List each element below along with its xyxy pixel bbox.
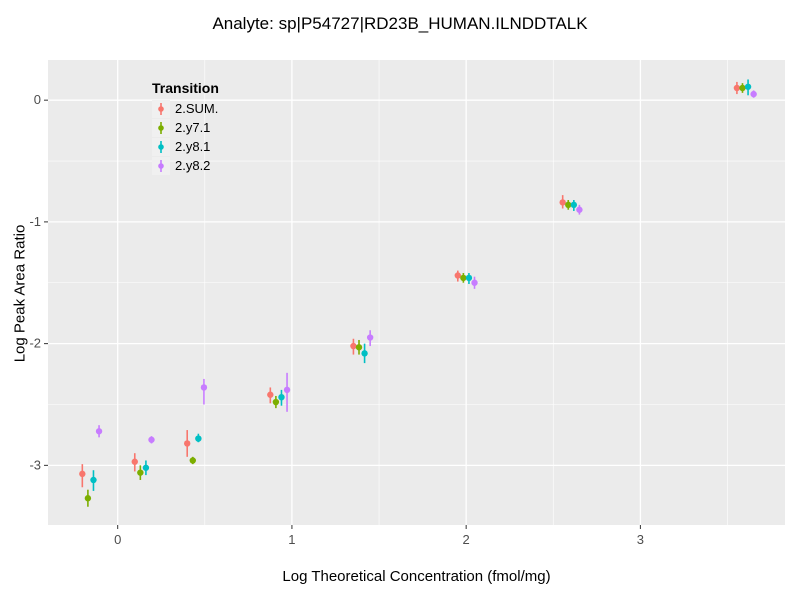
- data-point: [750, 90, 757, 98]
- data-point: [195, 435, 202, 442]
- pointrange-glyph-icon: [158, 159, 164, 172]
- data-point: [84, 495, 92, 502]
- data-point: [744, 83, 752, 90]
- data-point: [350, 342, 357, 350]
- data-point: [90, 476, 97, 484]
- data-point: [471, 279, 478, 286]
- data-point: [739, 84, 746, 92]
- data-point: [361, 350, 368, 357]
- data-point: [95, 428, 103, 435]
- data-point: [283, 386, 291, 394]
- chart-title: Analyte: sp|P54727|RD23B_HUMAN.ILNDDTALK: [212, 14, 588, 33]
- x-tick-label: 3: [637, 532, 644, 547]
- pointrange-glyph-icon: [158, 121, 164, 134]
- legend-item: 2.SUM.: [152, 99, 219, 118]
- data-point: [454, 272, 461, 279]
- pointrange-glyph-icon: [158, 102, 164, 115]
- data-point: [267, 391, 274, 398]
- x-tick-label: 0: [114, 532, 121, 547]
- pointrange-glyph-icon: [158, 140, 164, 153]
- y-tick-label: -1: [29, 214, 41, 229]
- legend-key-icon: [152, 156, 170, 175]
- data-point: [465, 274, 473, 282]
- legend-label: 2.SUM.: [175, 100, 219, 116]
- legend-key-icon: [152, 118, 170, 137]
- data-point: [200, 384, 208, 391]
- x-axis-title: Log Theoretical Concentration (fmol/mg): [282, 568, 551, 585]
- legend-item: 2.y8.1: [152, 137, 219, 156]
- data-point: [576, 206, 583, 213]
- legend-label: 2.y8.2: [175, 157, 211, 173]
- x-tick-label: 1: [288, 532, 295, 547]
- data-point: [148, 436, 155, 443]
- data-point: [559, 199, 566, 206]
- data-point: [272, 398, 280, 406]
- data-point: [184, 440, 191, 447]
- data-point: [460, 274, 467, 282]
- legend: Transition 2.SUM. 2.y7.1 2.y8.1 2.y8.2: [152, 80, 219, 175]
- data-point: [189, 457, 196, 464]
- legend-key-icon: [152, 99, 170, 118]
- data-point: [137, 469, 144, 476]
- legend-item: 2.y8.2: [152, 156, 219, 175]
- legend-key-icon: [152, 137, 170, 156]
- data-point: [79, 470, 86, 478]
- legend-label: 2.y7.1: [175, 119, 211, 135]
- y-tick-label: -3: [29, 457, 41, 472]
- y-axis-title: Log Peak Area Ratio: [11, 224, 29, 363]
- legend-label: 2.y8.1: [175, 138, 211, 154]
- legend-item: 2.y7.1: [152, 118, 219, 137]
- y-tick-label: -2: [29, 336, 41, 351]
- data-point: [570, 201, 578, 209]
- x-tick-label: 2: [463, 532, 470, 547]
- data-point: [355, 344, 363, 351]
- data-point: [733, 84, 741, 92]
- data-point: [142, 464, 150, 471]
- data-point: [565, 201, 572, 209]
- data-point: [278, 393, 285, 401]
- y-tick-label: 0: [34, 92, 41, 107]
- legend-title: Transition: [152, 80, 219, 96]
- plot-panel: [48, 60, 785, 525]
- data-point: [366, 334, 374, 341]
- data-point: [131, 458, 138, 465]
